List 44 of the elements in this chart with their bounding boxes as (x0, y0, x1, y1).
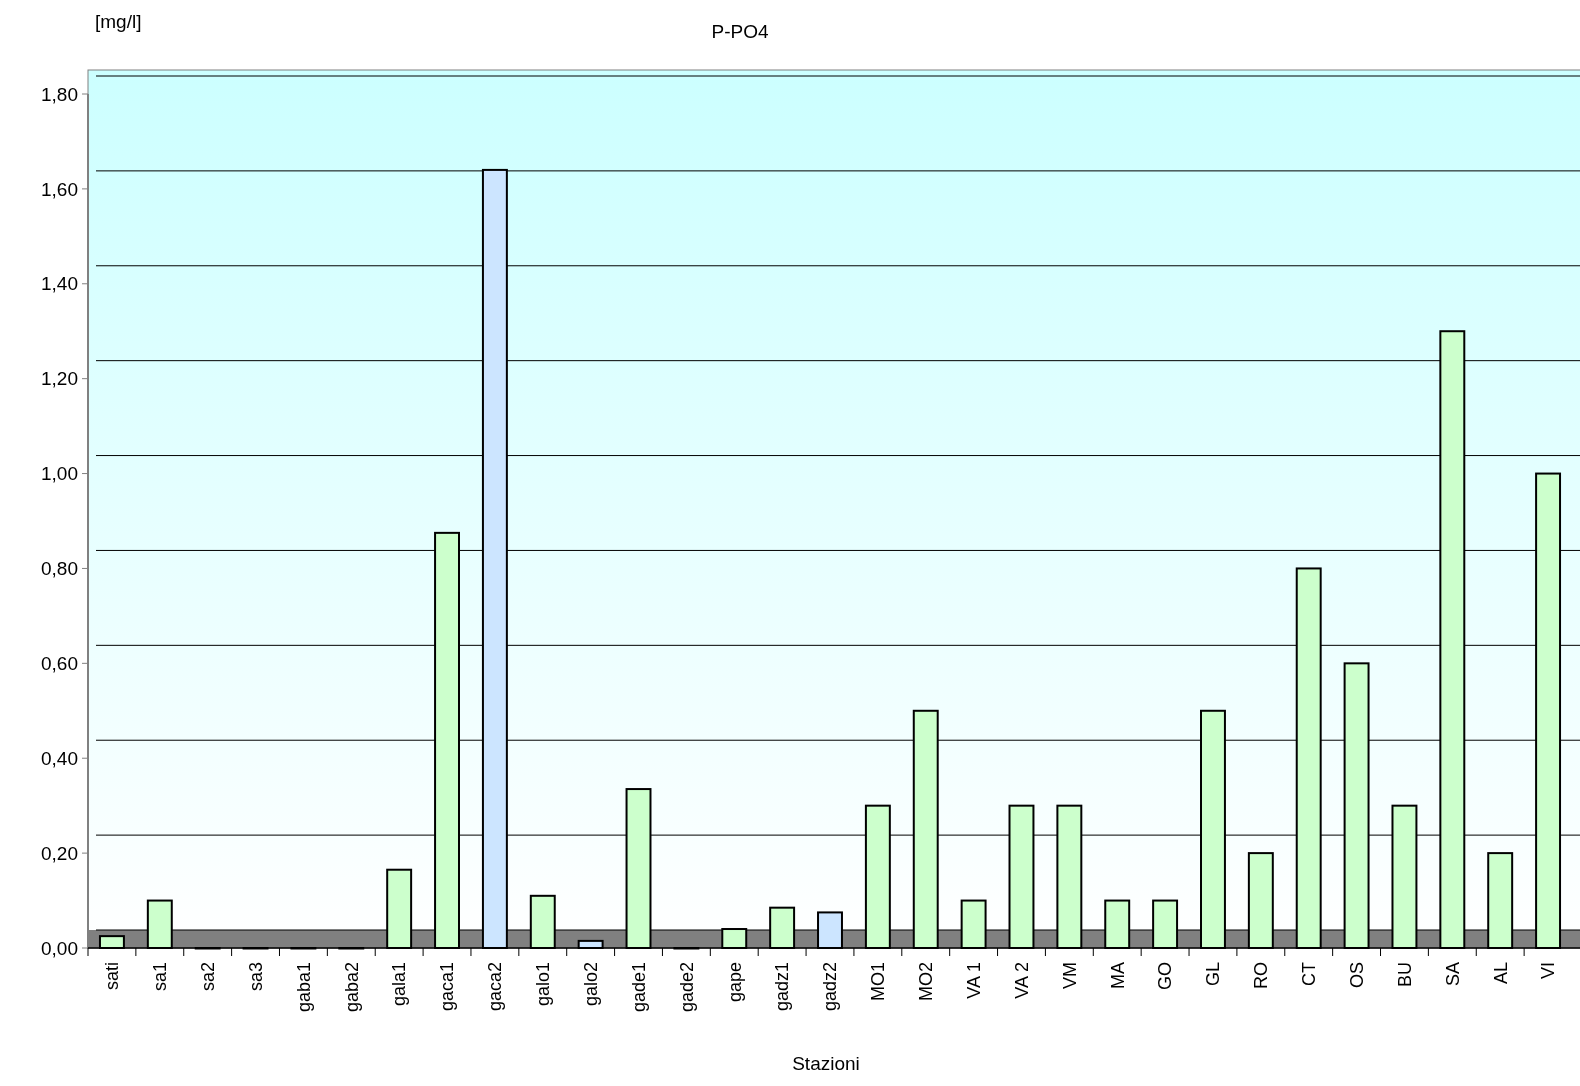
x-tick-label: sa3 (245, 962, 266, 992)
x-tick-label: MO2 (916, 962, 937, 1002)
y-tick-label: 0,00 (41, 937, 78, 959)
x-tick-label: VA 2 (1011, 962, 1032, 999)
y-tick-label: 0,20 (41, 842, 78, 864)
x-tick-label: gaca2 (485, 962, 506, 1012)
x-tick-label: gade1 (628, 962, 649, 1013)
x-tick-label: gala1 (389, 962, 410, 1007)
x-tick-label: MA (1107, 962, 1128, 989)
x-tick-label: GL (1203, 962, 1224, 987)
x-tick-label: VI (1538, 962, 1559, 980)
y-tick-label: 0,80 (41, 558, 78, 580)
x-tick-label: gade2 (676, 962, 697, 1013)
y-tick-label: 1,80 (41, 83, 78, 105)
x-tick-label: AL (1490, 962, 1511, 985)
x-tick-label: gadz1 (772, 962, 793, 1012)
x-tick-label: galo1 (533, 962, 554, 1007)
x-tick-label: SA (1442, 962, 1463, 987)
x-tick-label: sa2 (197, 962, 218, 992)
x-tick-label: gaba2 (341, 962, 362, 1013)
x-tick-label: BU (1394, 962, 1415, 988)
x-tick-label: sa1 (150, 962, 171, 992)
y-axis-title: [mg/l] (95, 11, 142, 32)
x-tick-label: galo2 (580, 962, 601, 1007)
x-axis-title: Stazioni (792, 1053, 860, 1074)
y-tick-label: 1,60 (41, 178, 78, 200)
x-tick-label: VM (1059, 962, 1080, 989)
x-tick-label: gape (724, 962, 745, 1003)
y-tick-label: 1,40 (41, 273, 78, 295)
x-tick-label: sati (102, 962, 123, 991)
x-tick-label: GO (1155, 962, 1176, 991)
y-tick-label: 0,60 (41, 652, 78, 674)
x-tick-label: MO1 (868, 962, 889, 1002)
chart-title: P-PO4 (711, 21, 769, 42)
x-tick-label: CT (1299, 962, 1320, 986)
y-tick-label: 0,40 (41, 747, 78, 769)
x-tick-label: gaba1 (293, 962, 314, 1013)
x-tick-label: gaca1 (437, 962, 458, 1012)
x-tick-label: gadz2 (820, 962, 841, 1012)
x-tick-label: OS (1346, 962, 1367, 989)
x-tick-label: VA 1 (963, 962, 984, 999)
y-tick-label: 1,20 (41, 368, 78, 390)
y-tick-label: 1,00 (41, 463, 78, 485)
x-tick-label: RO (1251, 962, 1272, 989)
